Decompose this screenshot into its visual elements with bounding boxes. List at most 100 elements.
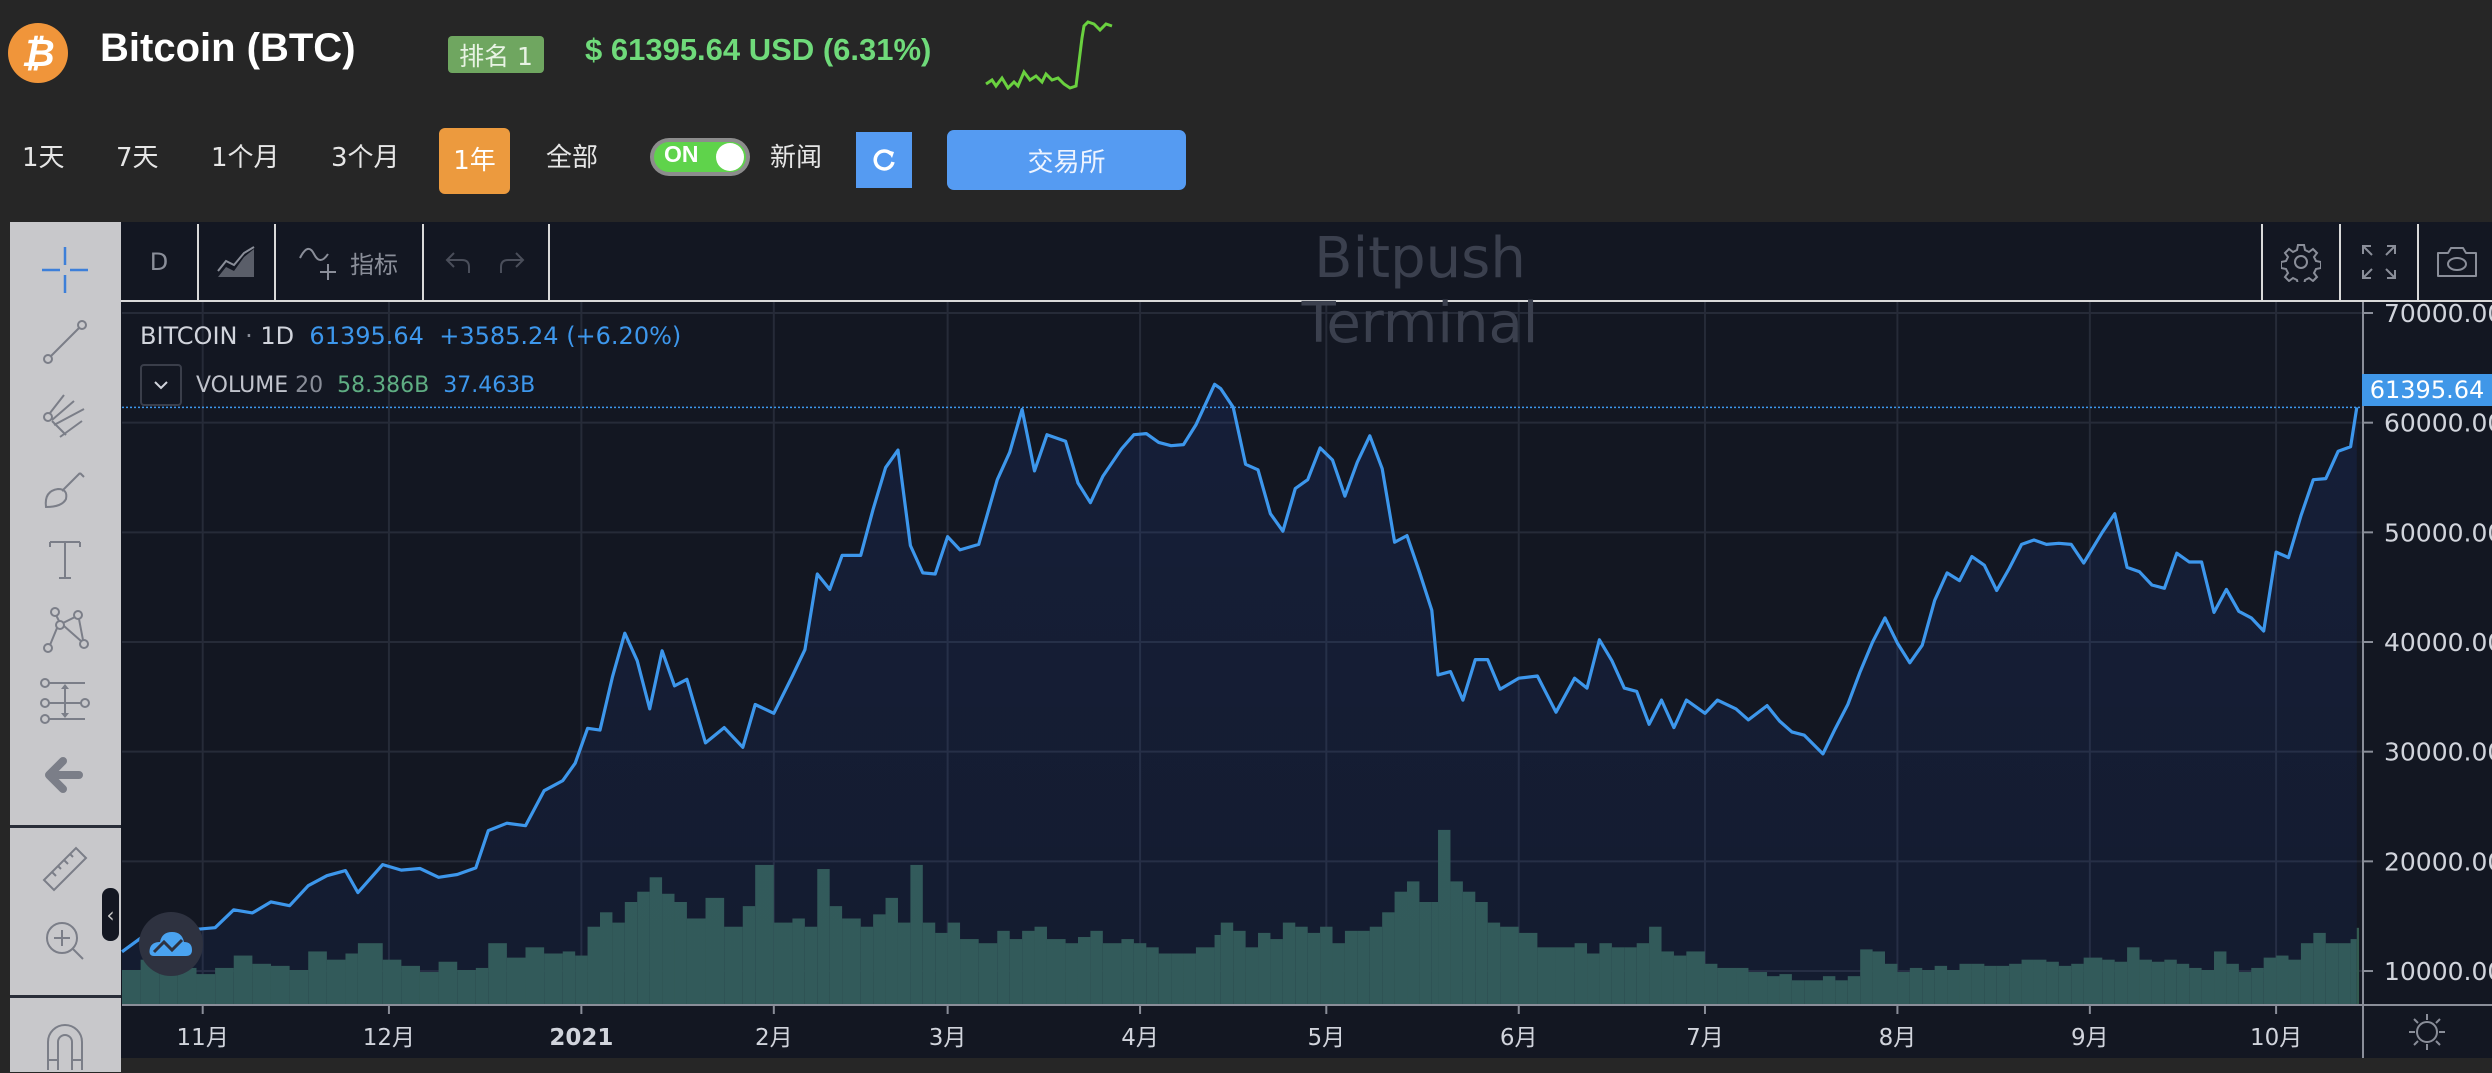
text-tool[interactable] xyxy=(30,531,100,587)
drawing-toolbar xyxy=(10,222,121,1072)
y-tick-label: 20000.00 xyxy=(2384,847,2492,876)
refresh-button[interactable] xyxy=(856,132,912,188)
legend-separator: · xyxy=(245,322,253,350)
text-icon xyxy=(49,541,81,579)
magnet-icon xyxy=(47,1024,83,1070)
x-tick-label: 12月 xyxy=(363,1025,415,1051)
indicators-button[interactable]: 指标 xyxy=(274,224,424,300)
magnet-tool[interactable] xyxy=(30,1017,100,1073)
trend-line-icon xyxy=(43,320,87,364)
prediction-tool[interactable] xyxy=(30,674,100,730)
chevron-down-icon xyxy=(154,381,168,390)
legend-interval: 1D xyxy=(260,322,295,350)
toggle-knob xyxy=(716,143,744,171)
x-tick-label: 5月 xyxy=(1307,1025,1345,1051)
volume-ma-value: 37.463B xyxy=(443,372,536,398)
x-tick-label: 4月 xyxy=(1121,1025,1159,1051)
undo-icon[interactable] xyxy=(444,249,472,275)
range-1y-selected[interactable]: 1年 xyxy=(439,128,510,194)
x-tick-label: 2月 xyxy=(755,1025,793,1051)
refresh-icon xyxy=(873,149,895,171)
coin-title: Bitcoin (BTC) xyxy=(100,26,356,70)
y-tick-label: 10000.00 xyxy=(2384,957,2492,986)
collapse-toolbar-handle[interactable]: ‹ xyxy=(102,888,119,941)
crosshair-icon xyxy=(42,247,88,293)
x-tick-label: 7月 xyxy=(1686,1025,1724,1051)
collapse-legend-button[interactable] xyxy=(140,364,182,406)
range-7d[interactable]: 7天 xyxy=(116,143,159,173)
bitpush-logo-button[interactable] xyxy=(139,912,203,976)
trend-line-tool[interactable] xyxy=(30,314,100,370)
volume-period: 20 xyxy=(295,372,324,398)
cloud-chart-icon xyxy=(149,932,192,956)
range-all[interactable]: 全部 xyxy=(546,143,599,173)
x-tick-label: 6月 xyxy=(1500,1025,1538,1051)
ruler-icon xyxy=(42,846,88,892)
legend-change: +3585.24 (+6.20%) xyxy=(439,322,682,350)
x-tick-label: 3月 xyxy=(929,1025,967,1051)
range-1d[interactable]: 1天 xyxy=(22,143,65,173)
redo-icon[interactable] xyxy=(498,249,526,275)
legend-symbol: BITCOIN xyxy=(140,322,238,350)
brush-icon xyxy=(44,472,85,509)
pattern-tool[interactable] xyxy=(30,603,100,659)
fullscreen-icon xyxy=(2362,245,2396,279)
y-tick-label: 40000.00 xyxy=(2384,628,2492,657)
exchange-button[interactable]: 交易所 xyxy=(947,130,1186,190)
indicators-label: 指标 xyxy=(350,250,398,279)
volume-legend: VOLUME 20 58.386B 37.463B xyxy=(140,364,535,406)
rank-badge: 排名 1 xyxy=(448,36,544,73)
toggle-state: ON xyxy=(664,141,699,167)
price-line xyxy=(121,382,2359,954)
x-tick-label: 8月 xyxy=(1879,1025,1917,1051)
news-toggle[interactable]: ON xyxy=(650,138,750,176)
gear-icon xyxy=(2281,244,2321,282)
zoom-in-tool[interactable] xyxy=(30,913,100,969)
volume-bar xyxy=(2356,927,2359,1005)
settings-button[interactable] xyxy=(2261,224,2339,300)
chart-type-button[interactable] xyxy=(197,224,276,300)
interval-button[interactable]: D xyxy=(121,224,199,300)
price-area-fill xyxy=(122,384,2357,1005)
range-1m[interactable]: 1个月 xyxy=(211,143,280,173)
price-sparkline xyxy=(985,20,1113,90)
crosshair-tool[interactable] xyxy=(30,242,100,298)
time-axis: 11月 12月 2021 2月 3月 4月 5月 6月 7月 8月 9月 10月 xyxy=(177,1005,2302,1051)
fullscreen-button[interactable] xyxy=(2339,224,2417,300)
undo-redo-group xyxy=(422,224,550,300)
chevron-left-icon: ‹ xyxy=(106,902,115,927)
zoom-in-icon xyxy=(46,922,84,960)
interval-label: D xyxy=(149,248,169,276)
pitchfork-icon xyxy=(43,394,85,438)
area-chart-icon xyxy=(216,246,255,277)
range-3m[interactable]: 3个月 xyxy=(331,143,400,173)
volume-label: VOLUME xyxy=(196,372,289,398)
indicators-icon xyxy=(299,247,336,280)
x-tick-label: 9月 xyxy=(2071,1025,2109,1051)
brush-tool[interactable] xyxy=(30,460,100,516)
pitchfork-tool[interactable] xyxy=(30,388,100,444)
series-legend: BITCOIN · 1D 61395.64 +3585.24 (+6.20%) xyxy=(140,322,681,350)
pattern-icon xyxy=(43,607,89,653)
ruler-tool[interactable] xyxy=(30,841,100,897)
toolbar-divider xyxy=(10,825,121,828)
chart-toolbar: D 指标 xyxy=(121,224,2492,302)
last-price-label: 61395.64 xyxy=(2362,374,2492,406)
toolbar-divider xyxy=(10,995,121,998)
theme-toggle-icon[interactable] xyxy=(2407,1012,2447,1052)
price-change-text: $ 61395.64 USD (6.31%) xyxy=(585,32,932,67)
x-tick-label: 11月 xyxy=(177,1025,229,1051)
back-tool[interactable] xyxy=(30,747,100,803)
screenshot-button[interactable] xyxy=(2417,224,2492,300)
prediction-icon xyxy=(40,678,90,724)
y-tick-label: 60000.00 xyxy=(2384,409,2492,438)
watermark: Bitpush Terminal xyxy=(1301,226,1539,356)
x-tick-label: 2021 xyxy=(549,1025,613,1051)
volume-value: 58.386B xyxy=(337,372,430,398)
news-label: 新闻 xyxy=(770,143,823,173)
bitcoin-glyph: ₿ xyxy=(21,30,55,75)
bitcoin-logo-icon: ₿ xyxy=(8,23,68,83)
x-tick-label: 10月 xyxy=(2250,1025,2302,1051)
y-tick-label: 70000.00 xyxy=(2384,299,2492,328)
